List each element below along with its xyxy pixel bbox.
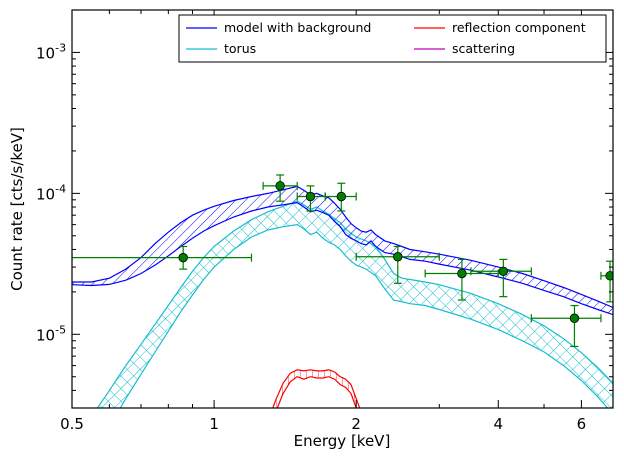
legend-box	[178, 14, 607, 63]
series-lower-torus	[119, 223, 609, 408]
data-point-2	[262, 174, 298, 202]
x-axis-label: Energy [keV]	[294, 432, 391, 450]
y-axis-label: Count rate [cts/s/keV]	[8, 127, 26, 291]
series-lower-model-with-background	[72, 201, 613, 316]
x-tick-label: 4	[494, 415, 504, 433]
plot-frame	[71, 9, 614, 409]
x-tick-label: 0.5	[60, 415, 84, 433]
series-band-reflection-component	[272, 369, 360, 408]
data-point-3	[296, 185, 326, 212]
data-point-7	[470, 258, 532, 298]
data-point-marker	[178, 252, 188, 263]
data-point-6	[424, 258, 499, 301]
data-point-marker	[569, 313, 580, 323]
data-point-marker	[336, 191, 347, 202]
y-tick-label: 10-3	[36, 41, 66, 62]
data-point-marker	[275, 181, 285, 191]
data-point-marker	[457, 268, 467, 279]
data-point-marker	[605, 271, 613, 281]
legend-label-model: model with background	[224, 20, 371, 35]
series-upper-reflection-component	[272, 369, 361, 408]
legend-label-reflection: reflection component	[452, 20, 586, 35]
data-points-layer	[72, 174, 613, 348]
data-point-marker	[305, 191, 316, 202]
x-tick-label: 6	[577, 415, 587, 433]
series-band-torus	[97, 201, 613, 408]
data-point-marker	[393, 252, 403, 262]
data-point-4	[324, 182, 357, 212]
legend-label-scattering: scattering	[452, 41, 515, 56]
data-point-5	[355, 245, 440, 284]
data-point-9	[600, 260, 613, 303]
y-tick-label: 10-4	[36, 182, 66, 203]
y-tick-label: 10-5	[36, 323, 66, 344]
ticks-layer: 0.5 1 2 4 6 10-5 10-4 10-3	[36, 9, 613, 433]
legend: model with background reflection compone…	[178, 14, 607, 63]
x-tick-label: 1	[209, 415, 219, 433]
data-point-8	[530, 304, 602, 348]
x-tick-label: 2	[351, 415, 361, 433]
data-point-marker	[498, 266, 509, 276]
data-point-1	[72, 245, 253, 270]
series-band-model-with-background	[72, 186, 613, 315]
series-lower-reflection-component	[276, 376, 357, 408]
legend-label-torus: torus	[224, 41, 256, 56]
